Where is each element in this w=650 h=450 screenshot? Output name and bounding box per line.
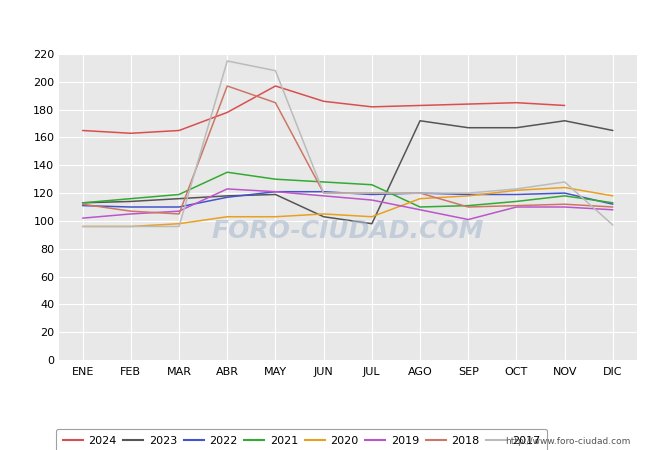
Text: FORO-CIUDAD.COM: FORO-CIUDAD.COM [211, 220, 484, 243]
Legend: 2024, 2023, 2022, 2021, 2020, 2019, 2018, 2017: 2024, 2023, 2022, 2021, 2020, 2019, 2018… [56, 429, 547, 450]
Text: http://www.foro-ciudad.com: http://www.foro-ciudad.com [505, 436, 630, 446]
Text: Afiliados en Ulea a 30/11/2024: Afiliados en Ulea a 30/11/2024 [187, 12, 463, 31]
